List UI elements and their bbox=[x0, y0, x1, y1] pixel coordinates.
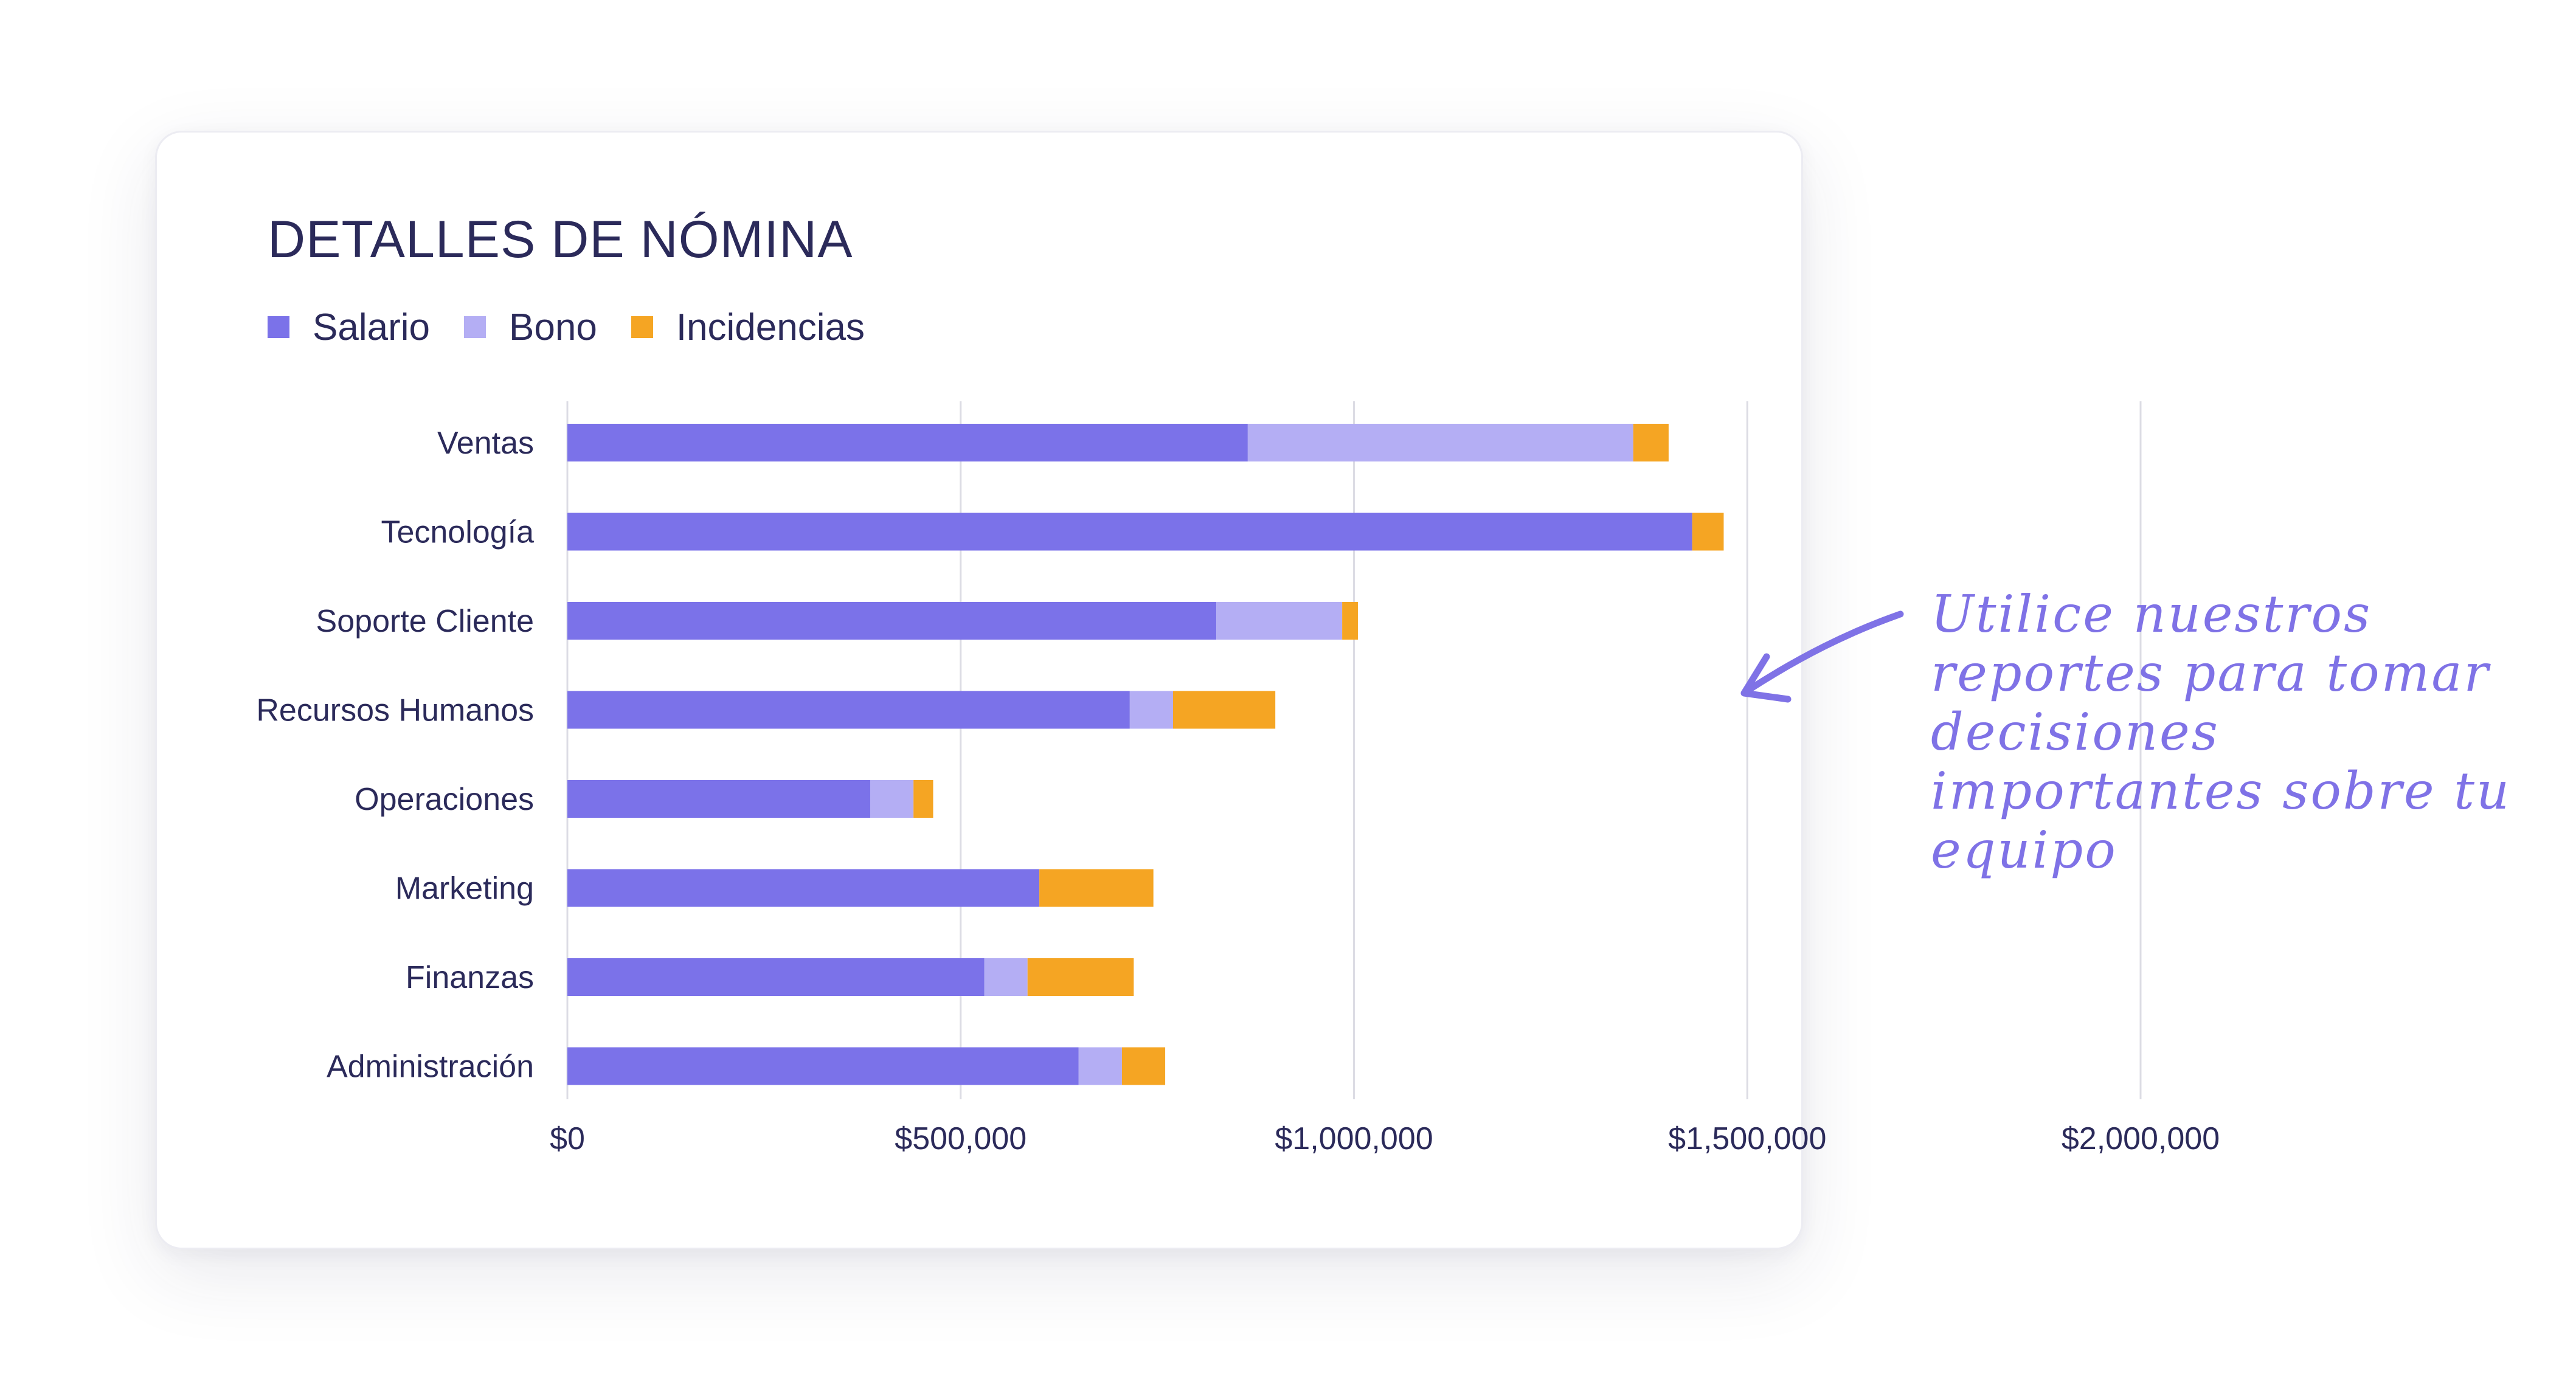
legend-swatch-bono bbox=[464, 316, 486, 338]
x-tick-label: $0 bbox=[550, 1121, 585, 1156]
bar-segment-bono bbox=[1129, 691, 1173, 729]
bar-segment-incidencias bbox=[1633, 424, 1669, 461]
bar-segment-salario bbox=[567, 1047, 1079, 1085]
bar-segment-salario bbox=[567, 513, 1692, 551]
bar-segment-incidencias bbox=[1121, 1047, 1166, 1085]
bar-segment-salario bbox=[567, 424, 1248, 461]
legend-swatch-incidencias bbox=[631, 316, 653, 338]
x-tick-label: $1,000,000 bbox=[1275, 1121, 1433, 1156]
y-category-label: Administración bbox=[327, 1049, 534, 1085]
legend-item-bono: Bono bbox=[464, 306, 597, 349]
legend-item-incidencias: Incidencias bbox=[631, 306, 865, 349]
bar-segment-salario bbox=[567, 691, 1130, 729]
legend-item-salario: Salario bbox=[268, 306, 430, 349]
bar-segment-incidencias bbox=[1039, 869, 1154, 907]
legend-label-bono: Bono bbox=[509, 306, 597, 348]
bar-segment-incidencias bbox=[913, 780, 933, 818]
x-tick-label: $500,000 bbox=[895, 1121, 1027, 1156]
y-category-label: Ventas bbox=[437, 426, 534, 461]
bar-segment-bono bbox=[870, 780, 914, 818]
bar-segment-incidencias bbox=[1172, 691, 1276, 729]
y-category-label: Soporte Cliente bbox=[316, 604, 534, 639]
bar-segment-incidencias bbox=[1342, 602, 1358, 640]
y-category-label: Finanzas bbox=[406, 960, 534, 995]
legend-swatch-salario bbox=[268, 316, 289, 338]
bar-segment-bono bbox=[1216, 602, 1343, 640]
bar-segment-salario bbox=[567, 780, 870, 818]
y-category-label: Operaciones bbox=[355, 782, 534, 817]
chart-title: DETALLES DE NÓMINA bbox=[268, 210, 853, 269]
bar-segment-salario bbox=[567, 602, 1217, 640]
legend-label-salario: Salario bbox=[313, 306, 430, 348]
legend-label-incidencias: Incidencias bbox=[676, 306, 865, 348]
y-category-label: Tecnología bbox=[381, 515, 534, 550]
chart-legend: Salario Bono Incidencias bbox=[268, 303, 899, 351]
x-tick-label: $2,000,000 bbox=[2062, 1121, 2220, 1156]
bar-segment-incidencias bbox=[1027, 958, 1134, 996]
bar-segment-incidencias bbox=[1692, 513, 1724, 551]
y-category-label: Marketing bbox=[395, 871, 534, 907]
bar-segment-bono bbox=[984, 958, 1028, 996]
bar-segment-bono bbox=[1247, 424, 1633, 461]
x-tick-label: $1,500,000 bbox=[1668, 1121, 1826, 1156]
bar-segment-salario bbox=[567, 869, 1040, 907]
y-category-label: Recursos Humanos bbox=[256, 693, 534, 728]
bar-segment-salario bbox=[567, 958, 985, 996]
promo-annotation: Utilice nuestros reportes para tomar dec… bbox=[1931, 584, 2512, 880]
bar-segment-bono bbox=[1078, 1047, 1122, 1085]
